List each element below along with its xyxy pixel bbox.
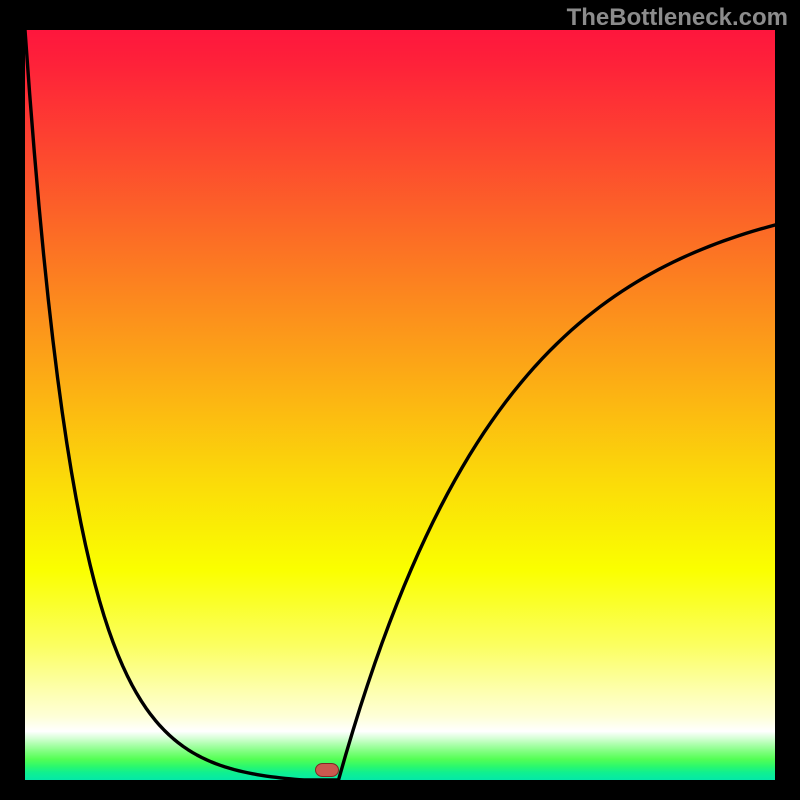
optimum-marker xyxy=(315,763,339,777)
optimum-marker-pill xyxy=(316,763,339,776)
plot-area xyxy=(25,30,775,780)
watermark-text: TheBottleneck.com xyxy=(567,4,788,32)
optimum-marker-svg xyxy=(315,763,339,777)
plot-svg xyxy=(25,30,775,780)
gradient-background xyxy=(25,30,775,780)
